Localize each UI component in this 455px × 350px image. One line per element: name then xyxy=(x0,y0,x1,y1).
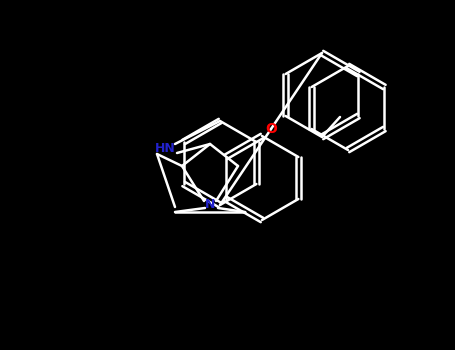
Text: O: O xyxy=(265,122,277,136)
Text: N: N xyxy=(205,197,215,210)
Text: HN: HN xyxy=(155,142,175,155)
